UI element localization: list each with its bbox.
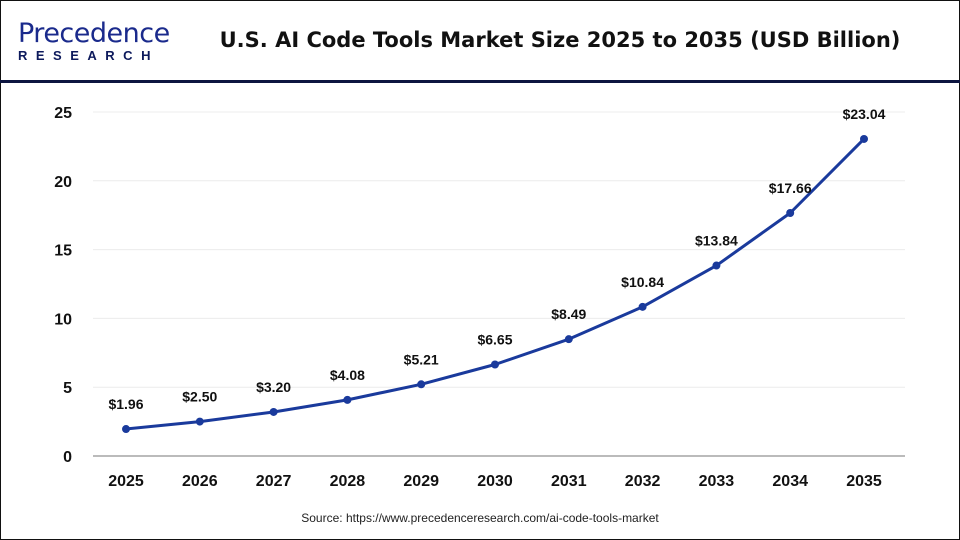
chart-title: U.S. AI Code Tools Market Size 2025 to 2… — [219, 28, 901, 52]
logo-text-bottom: RESEARCH — [18, 48, 159, 63]
data-label: $10.84 — [621, 274, 664, 290]
x-tick-label: 2033 — [699, 473, 735, 490]
data-point — [122, 425, 130, 434]
series-line — [125, 137, 866, 431]
x-tick-label: 2026 — [182, 473, 218, 490]
data-point — [712, 261, 721, 270]
source-note: Source: https://www.precedenceresearch.c… — [301, 511, 659, 525]
data-point — [343, 395, 352, 404]
x-tick-label: 2031 — [551, 473, 587, 490]
y-tick-label: 0 — [63, 449, 72, 466]
logo-text-top: Precedence — [18, 18, 170, 49]
x-tick-label: 2030 — [477, 473, 513, 490]
x-tick-label: 2027 — [256, 473, 292, 490]
data-label: $23.04 — [843, 106, 886, 122]
data-label: $4.08 — [330, 367, 365, 383]
data-point — [195, 417, 204, 426]
data-label: $5.21 — [404, 351, 439, 367]
x-tick-label: 2034 — [772, 473, 808, 490]
data-point — [638, 302, 647, 311]
x-tick-label: 2035 — [846, 473, 882, 490]
data-point — [564, 335, 573, 344]
x-tick-label: 2028 — [330, 473, 366, 490]
data-point — [491, 360, 499, 369]
data-label: $3.20 — [256, 379, 291, 395]
y-tick-label: 5 — [63, 380, 72, 397]
x-tick-label: 2029 — [403, 473, 439, 490]
header: Precedence RESEARCH U.S. AI Code Tools M… — [0, 0, 960, 83]
data-point — [786, 208, 795, 217]
data-label: $17.66 — [769, 180, 812, 196]
y-tick-label: 25 — [54, 105, 72, 122]
precedence-research-logo: Precedence RESEARCH — [18, 18, 170, 64]
data-point — [269, 407, 278, 416]
data-label: $8.49 — [551, 306, 586, 322]
data-label: $2.50 — [182, 389, 217, 405]
y-tick-label: 15 — [54, 243, 72, 260]
y-tick-label: 20 — [54, 174, 72, 191]
data-label: $13.84 — [695, 233, 738, 249]
x-tick-label: 2032 — [625, 473, 661, 490]
x-tick-label: 2025 — [108, 473, 144, 490]
y-tick-label: 10 — [54, 311, 72, 328]
data-point — [417, 380, 426, 389]
data-point — [860, 134, 868, 143]
data-label: $6.65 — [477, 331, 512, 347]
data-label: $1.96 — [108, 396, 143, 412]
